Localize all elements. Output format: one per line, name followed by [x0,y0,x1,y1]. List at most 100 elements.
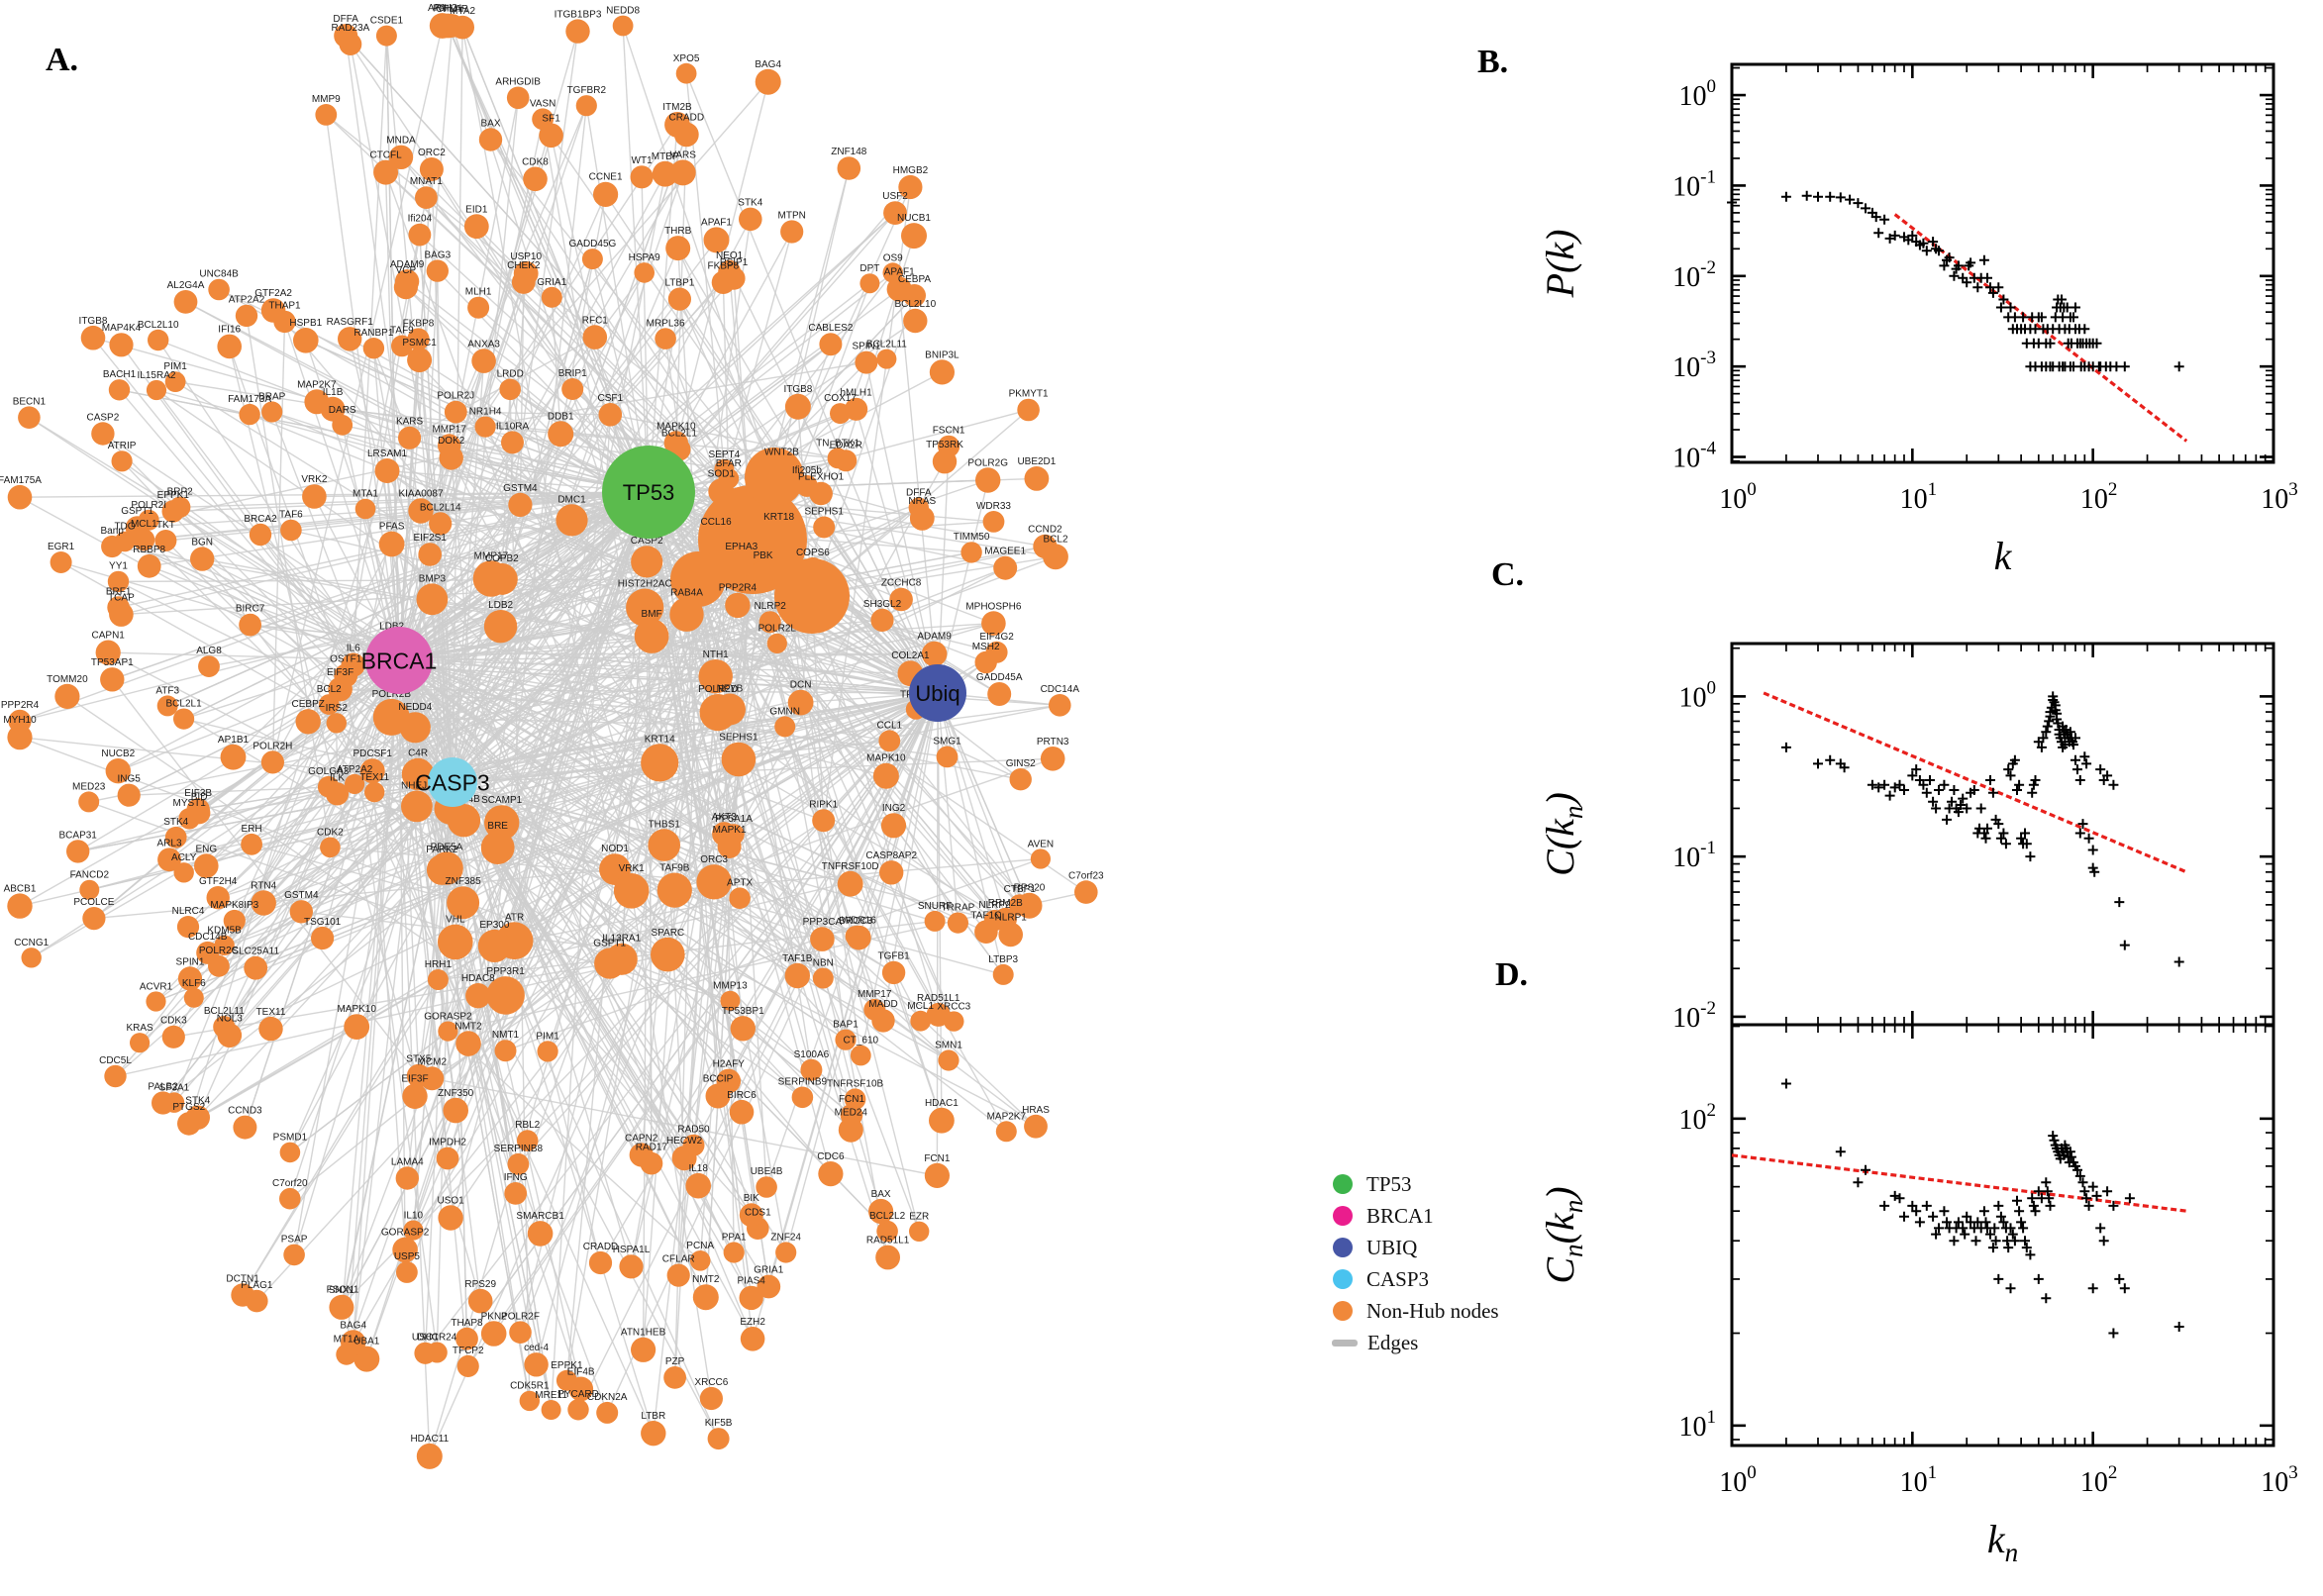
network-node [669,597,704,632]
network-node-label: MADD [868,999,897,1010]
network-node-label: VRK2 [301,474,328,485]
network-node [217,1023,243,1047]
network-node-label: BIRC6 [727,1090,757,1101]
legend-label: TP53 [1366,1171,1412,1196]
network-node [328,676,353,702]
network-node-label: ITM2B [662,102,692,113]
network-node [516,1130,539,1151]
network-node-label: CASP2 [87,412,120,423]
network-node [161,500,185,523]
network-node [714,458,735,479]
network-node-label: SLC25A11 [232,947,279,957]
network-node-label: C4R [408,748,428,759]
network-node [1009,768,1032,791]
network-node-label: BCL2L2 [869,1211,906,1222]
network-node-label: SF1 [542,114,560,125]
network-node-label: BFAR [716,458,742,469]
network-node-label: THBS1 [649,819,681,830]
network-node [1024,466,1050,491]
network-node [567,1399,589,1421]
network-node [402,1083,428,1110]
network-node-label: PKMYT1 [1009,389,1049,400]
network-node [196,941,220,964]
non-hub-node-icon [1333,1301,1353,1321]
network-nodes [7,13,1098,1469]
network-node [198,655,220,677]
network-node-label: IMPDH2 [429,1138,466,1148]
network-node [740,1327,765,1351]
network-node-label: DFFA [906,488,932,499]
network-node [95,640,121,665]
network-node-label: EIF4B [567,1367,595,1378]
network-node-label: POLR2G [967,457,1008,468]
network-node [871,1009,895,1033]
network-node-label: IL10 [404,1211,424,1222]
network-node [767,521,790,544]
plot-frame [1730,62,2275,464]
network-node [7,893,33,919]
network-node-label: FCN1 [839,1094,865,1105]
network-node-label: TKT [156,520,175,531]
network-node [730,1016,756,1042]
network-node [641,1421,666,1446]
network-node-label: PCNA [686,1241,714,1251]
network-node [870,608,894,633]
network-node [152,1091,175,1115]
network-node-label: STK4 [738,198,762,209]
network-node [223,909,246,933]
network-node-label: WDR33 [976,501,1011,512]
tick-label: 100 [1679,76,1717,112]
network-node [883,201,907,226]
network-node-label: SPIN1 [176,956,205,967]
network-node [317,775,340,798]
network-node-label: RANBP1 [354,328,393,339]
network-node [8,709,32,734]
network-node-label: NRAS [908,496,936,507]
network-node [484,805,520,841]
network-node-label: TEX11 [256,1007,286,1018]
network-node [613,873,650,909]
network-hubs: TP53 BRCA1 CASP3 Ubiq [361,446,966,807]
network-node [876,349,897,369]
network-node [391,335,413,357]
network-node [641,744,679,782]
network-node-label: SMG1 [933,737,961,748]
network-node [359,758,385,784]
network-node-label: HDAC1 [925,1098,959,1109]
network-node [720,990,741,1011]
network-node [472,560,510,597]
network-node-label: PLAG1 [241,1280,273,1291]
network-node-label: PIM1 [163,361,187,372]
hub-node-brca1 [365,627,433,694]
network-node [395,1166,419,1190]
scatter-points [1780,1078,2184,1339]
network-node-label: RAD17 [636,1143,668,1153]
network-node [418,543,443,566]
network-node-label: CABLES2 [808,323,853,334]
network-node [100,667,125,692]
network-node-label: MTBP [652,151,679,162]
network-node [154,530,177,551]
network-node [634,619,669,653]
network-node-label: KARS [396,417,424,428]
network-node-label: MTA2 [450,6,475,17]
network-node-label: hMLH1 [840,388,872,399]
network-node [707,1428,730,1450]
network-node-label: RASGRF1 [327,317,374,328]
network-node-label: XRCC6 [694,1377,728,1388]
tick-label: 101 [1679,1407,1717,1443]
network-node-label: FKBP8 [708,261,740,272]
network-node [663,1366,686,1389]
network-node [722,266,746,290]
network-node [173,290,198,314]
panel-label-c: C. [1491,556,1525,593]
network-node-label: KRT18 [763,512,794,523]
network-node-label: BRCA2 [244,514,277,525]
network-node [561,378,584,400]
network-node [739,1203,763,1228]
network-node [436,1147,459,1170]
network-node [909,1221,930,1243]
network-node [685,1172,711,1199]
